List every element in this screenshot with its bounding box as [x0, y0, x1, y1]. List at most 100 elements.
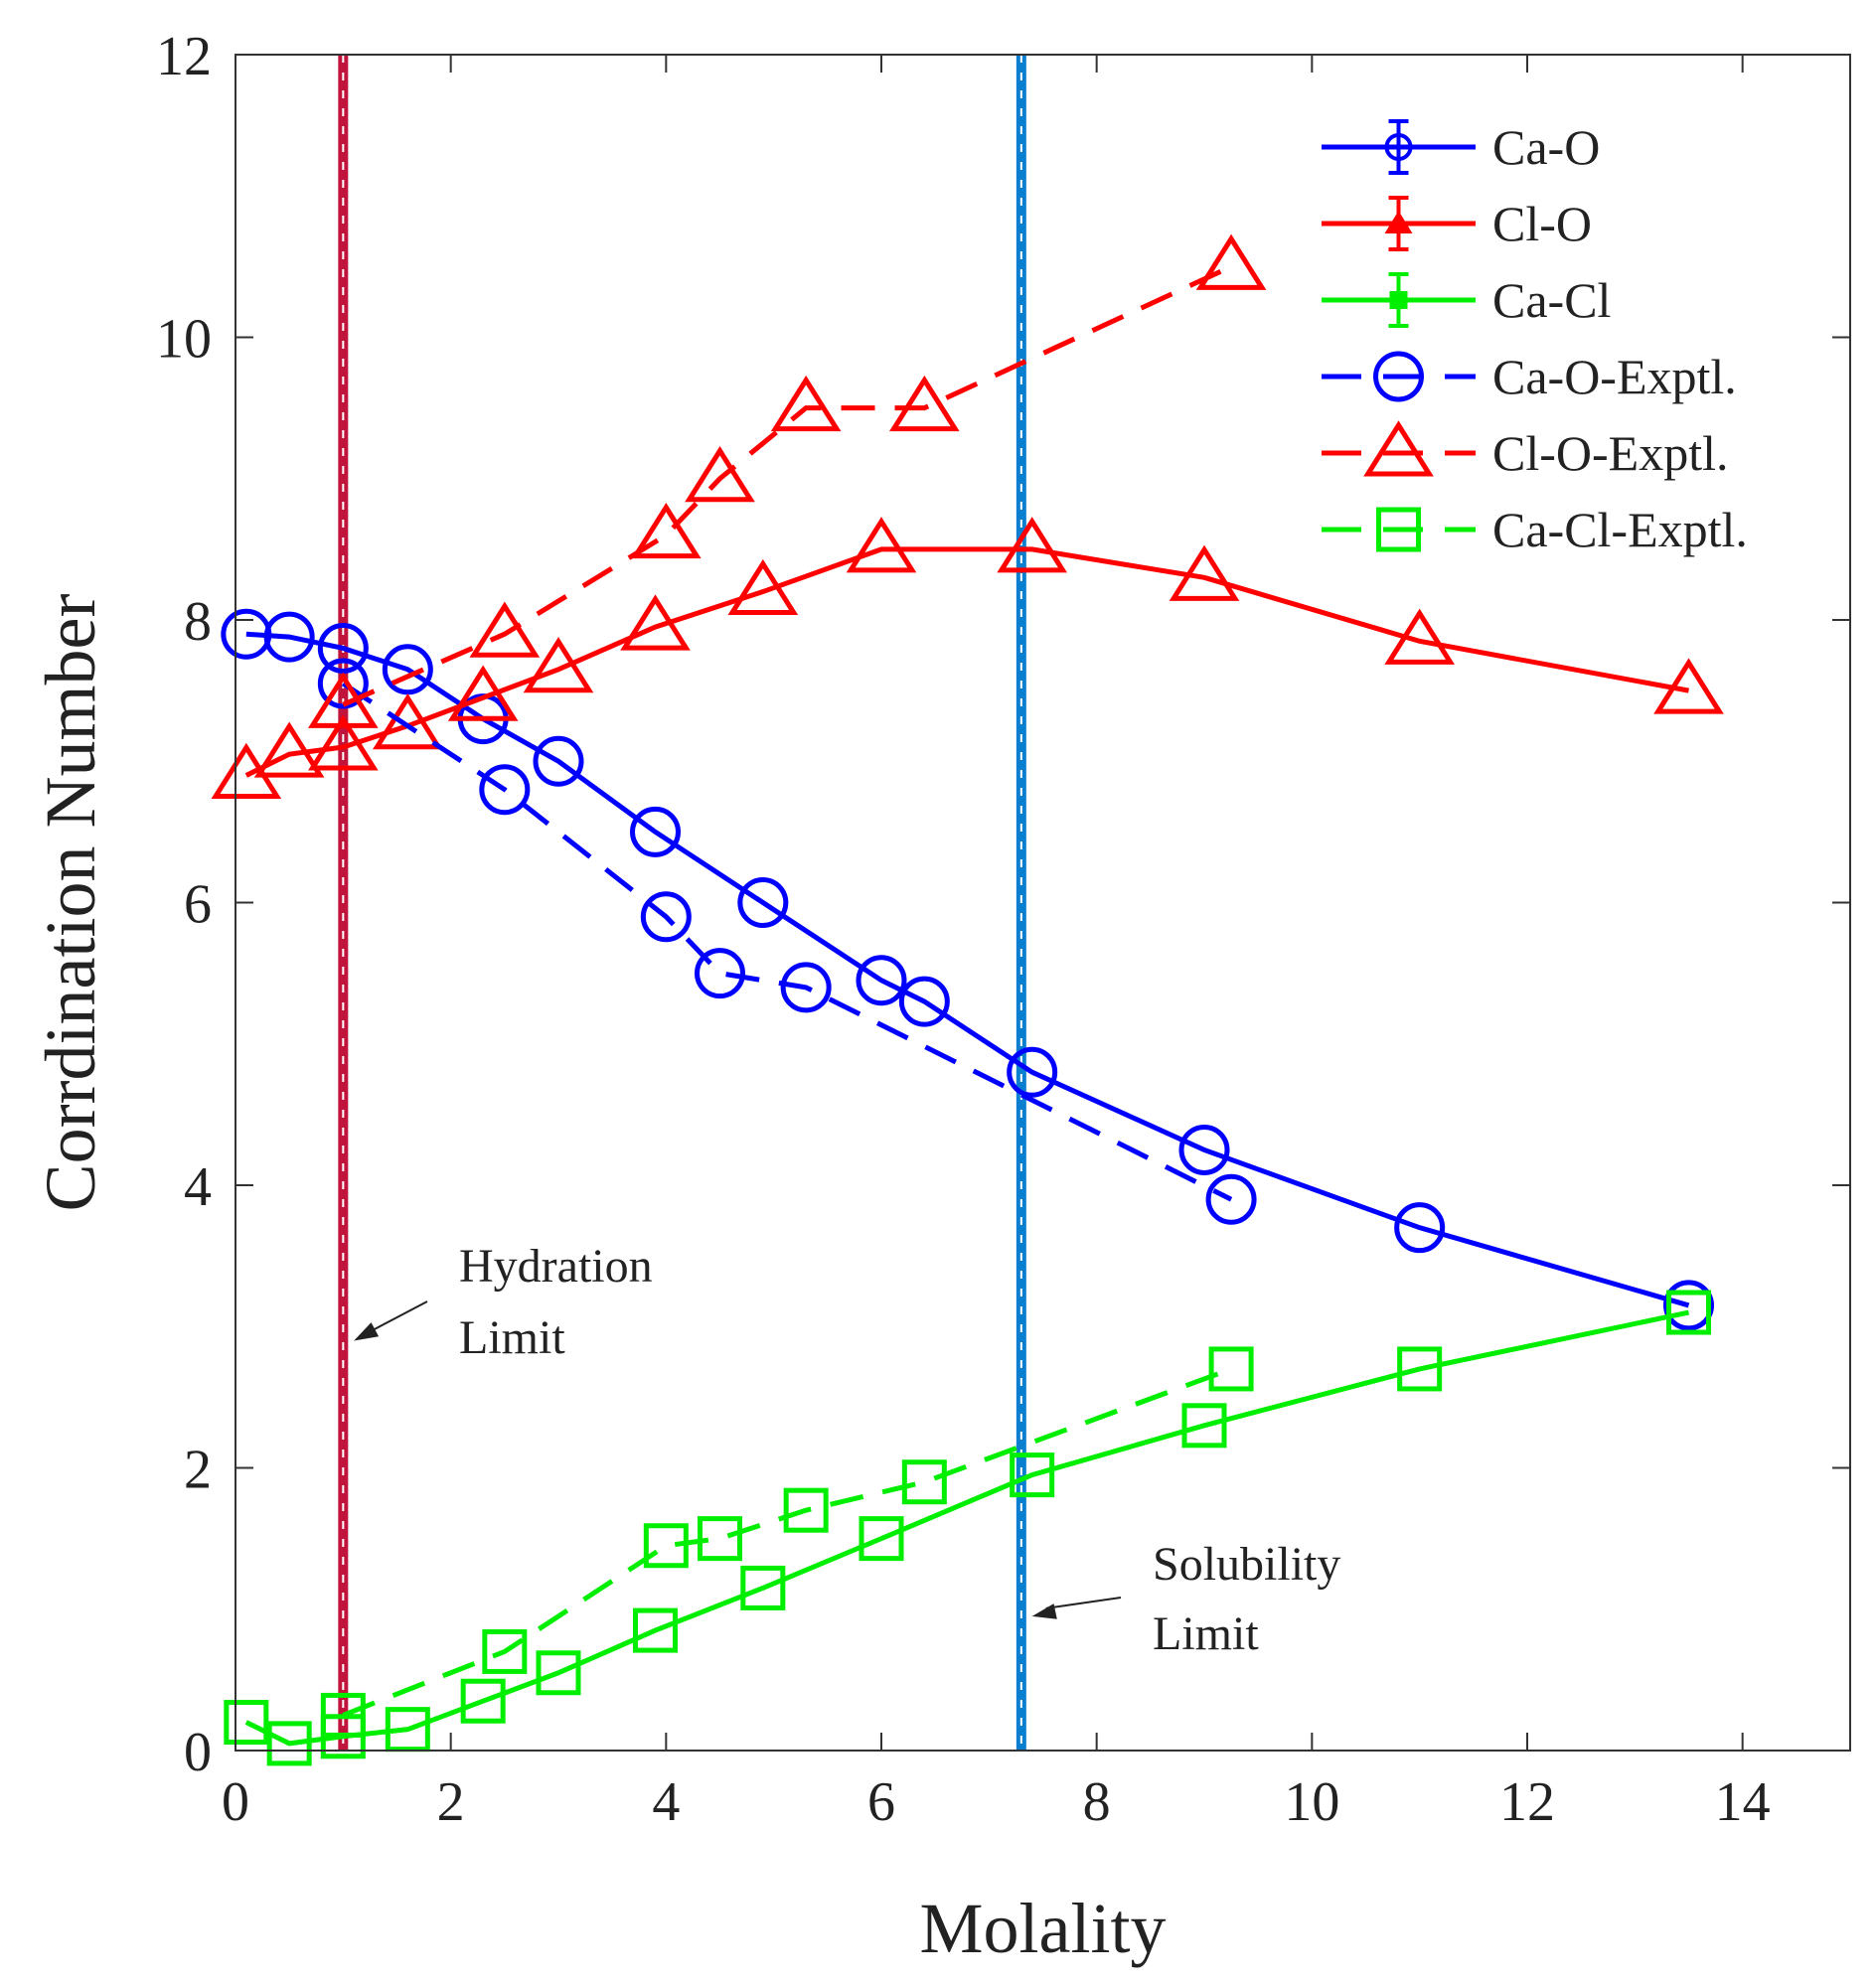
data-point [1666, 1290, 1711, 1335]
data-point [460, 1678, 506, 1724]
data-point [1169, 544, 1240, 601]
legend-entry: Ca-Cl [1322, 272, 1611, 328]
annotation-arrow-line [367, 1300, 428, 1334]
data-point [266, 1721, 312, 1766]
legend-marker [1363, 420, 1434, 477]
data-point [317, 658, 369, 709]
data-point [224, 1700, 269, 1746]
data-point [695, 948, 745, 999]
data-point [631, 502, 702, 559]
data-point [1007, 1046, 1058, 1098]
y-tick-label: 12 [156, 26, 212, 87]
data-point [740, 1565, 786, 1610]
legend-entry: Ca-O-Exptl. [1322, 349, 1737, 404]
data-point [633, 1607, 678, 1653]
x-axis-title: Molality [920, 1889, 1167, 1968]
data-point [780, 962, 832, 1013]
series-line [244, 546, 1689, 778]
data-point [889, 375, 960, 432]
data-point [856, 955, 907, 1006]
data-point [901, 1459, 947, 1505]
data-point [1181, 1403, 1227, 1449]
legend-label: Cl-O-Exptl. [1492, 425, 1728, 481]
legend-entry: Ca-Cl-Exptl. [1322, 502, 1748, 557]
annotation-arrow-line [1045, 1597, 1122, 1609]
data-point [737, 877, 789, 928]
annotation-line1: Solubility [1153, 1538, 1340, 1591]
legend-marker [1389, 291, 1408, 309]
legend-marker [1376, 507, 1421, 552]
data-point [783, 1487, 829, 1533]
legend-label: Ca-Cl-Exptl. [1492, 502, 1748, 557]
series-line [342, 1366, 1232, 1718]
annotation-arrow-head [1031, 1603, 1057, 1619]
x-tick-label: 0 [222, 1771, 249, 1833]
data-point [253, 721, 325, 778]
x-tick-label: 14 [1715, 1771, 1771, 1833]
data-point [1208, 1346, 1254, 1392]
data-point [447, 665, 519, 721]
data-point [727, 558, 799, 616]
y-tick-label: 10 [156, 309, 212, 371]
data-point [536, 1650, 581, 1696]
y-tick-label: 8 [184, 591, 212, 653]
data-point [685, 446, 755, 503]
legend-marker [1384, 211, 1413, 233]
annotation-line1: Hydration [459, 1240, 653, 1293]
data-point [482, 1628, 528, 1674]
x-tick-label: 12 [1499, 1771, 1555, 1833]
data-point [533, 735, 584, 787]
legend-marker [1373, 351, 1424, 402]
y-tick-label: 2 [184, 1440, 212, 1501]
legend: Ca-O Cl-O Ca-Cl Ca-O-Exptl. Cl-O-Exptl. Ca-Cl… [1322, 119, 1748, 557]
data-point [479, 764, 531, 816]
x-tick-label: 10 [1284, 1771, 1339, 1833]
annotation: Solubility Limit [1031, 1538, 1340, 1660]
data-point [846, 517, 917, 573]
data-point [1195, 233, 1267, 290]
legend-entry: Ca-O [1322, 119, 1600, 175]
data-point [308, 672, 379, 728]
data-point [317, 622, 369, 674]
data-point [263, 611, 315, 663]
series-ca-cl-exptl [320, 1346, 1254, 1738]
data-point [620, 594, 691, 651]
data-point [630, 806, 681, 857]
annotation-line2: Limit [459, 1311, 565, 1364]
legend-entry: Cl-O [1322, 196, 1592, 251]
x-tick-label: 8 [1083, 1771, 1111, 1833]
legend-marker [1384, 133, 1413, 161]
series-ca-o-exptl [317, 658, 1257, 1225]
data-point [523, 637, 594, 693]
legend-entry: Cl-O-Exptl. [1322, 420, 1728, 481]
series-cl-o-exptl [308, 233, 1267, 728]
data-point [1663, 1280, 1714, 1331]
x-tick-label: 2 [437, 1771, 465, 1833]
y-tick-label: 6 [184, 874, 212, 936]
data-point [770, 375, 842, 432]
legend-label: Cl-O [1492, 196, 1592, 251]
data-point [1010, 1452, 1055, 1498]
data-point [382, 644, 433, 695]
data-point [308, 714, 379, 771]
y-tick-label: 0 [184, 1722, 212, 1783]
annotation-line2: Limit [1153, 1607, 1259, 1660]
legend-label: Ca-O [1492, 119, 1600, 175]
series-line [341, 681, 1233, 1202]
data-point [997, 517, 1067, 573]
data-point [1394, 1202, 1446, 1254]
data-point [469, 601, 541, 658]
data-point [640, 891, 692, 943]
data-point [698, 1516, 742, 1562]
annotations: Hydration Limit Solubility Limit [354, 1240, 1340, 1660]
y-tick-label: 4 [184, 1156, 212, 1218]
data-point [1384, 608, 1455, 665]
data-point [385, 1707, 430, 1753]
data-point [373, 692, 443, 750]
y-axis-title: Corrdination Number [31, 594, 110, 1212]
reference-lines [338, 55, 1026, 1751]
annotation: Hydration Limit [354, 1240, 653, 1364]
series-line [245, 631, 1690, 1308]
